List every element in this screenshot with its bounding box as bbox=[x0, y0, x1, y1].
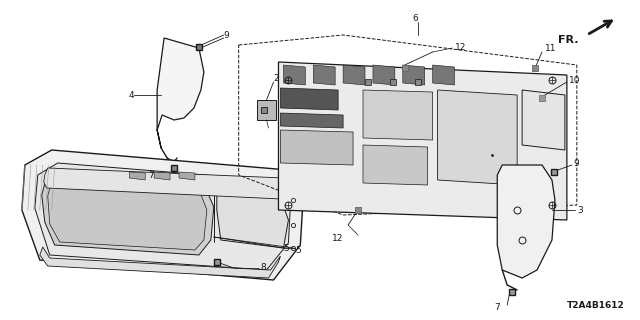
Polygon shape bbox=[403, 65, 425, 85]
Text: 5: 5 bbox=[284, 244, 289, 252]
Text: 5: 5 bbox=[296, 245, 301, 254]
Polygon shape bbox=[40, 247, 280, 278]
Text: 7: 7 bbox=[148, 171, 154, 180]
Polygon shape bbox=[280, 88, 338, 110]
Text: 4: 4 bbox=[129, 91, 134, 100]
Polygon shape bbox=[278, 62, 567, 220]
Polygon shape bbox=[313, 65, 335, 85]
Polygon shape bbox=[154, 172, 170, 180]
Text: 8: 8 bbox=[260, 263, 266, 273]
Text: FR.: FR. bbox=[558, 35, 579, 45]
Polygon shape bbox=[280, 130, 353, 165]
Text: 12: 12 bbox=[332, 234, 343, 243]
Polygon shape bbox=[42, 172, 214, 255]
Polygon shape bbox=[157, 38, 204, 148]
Polygon shape bbox=[257, 100, 276, 120]
Text: 7: 7 bbox=[495, 303, 500, 313]
Text: 11: 11 bbox=[545, 44, 557, 52]
Polygon shape bbox=[284, 65, 305, 85]
Text: 9: 9 bbox=[574, 158, 580, 167]
Polygon shape bbox=[343, 65, 365, 85]
Polygon shape bbox=[217, 182, 289, 248]
Polygon shape bbox=[179, 172, 195, 180]
Polygon shape bbox=[35, 163, 291, 270]
Polygon shape bbox=[433, 65, 454, 85]
Polygon shape bbox=[522, 90, 565, 150]
Text: 12: 12 bbox=[454, 43, 466, 52]
Polygon shape bbox=[438, 90, 517, 185]
Polygon shape bbox=[363, 145, 428, 185]
Polygon shape bbox=[48, 177, 207, 250]
Polygon shape bbox=[363, 90, 433, 140]
Polygon shape bbox=[22, 150, 303, 280]
Polygon shape bbox=[373, 65, 395, 85]
Text: 2: 2 bbox=[273, 74, 279, 83]
Text: 10: 10 bbox=[569, 76, 580, 84]
Text: T2A4B1612: T2A4B1612 bbox=[567, 301, 625, 310]
Text: 6: 6 bbox=[413, 13, 419, 22]
Polygon shape bbox=[44, 168, 289, 199]
Text: 3: 3 bbox=[577, 205, 582, 214]
Polygon shape bbox=[497, 165, 555, 278]
Polygon shape bbox=[129, 172, 145, 180]
Polygon shape bbox=[280, 113, 343, 128]
Text: 9: 9 bbox=[224, 30, 230, 39]
